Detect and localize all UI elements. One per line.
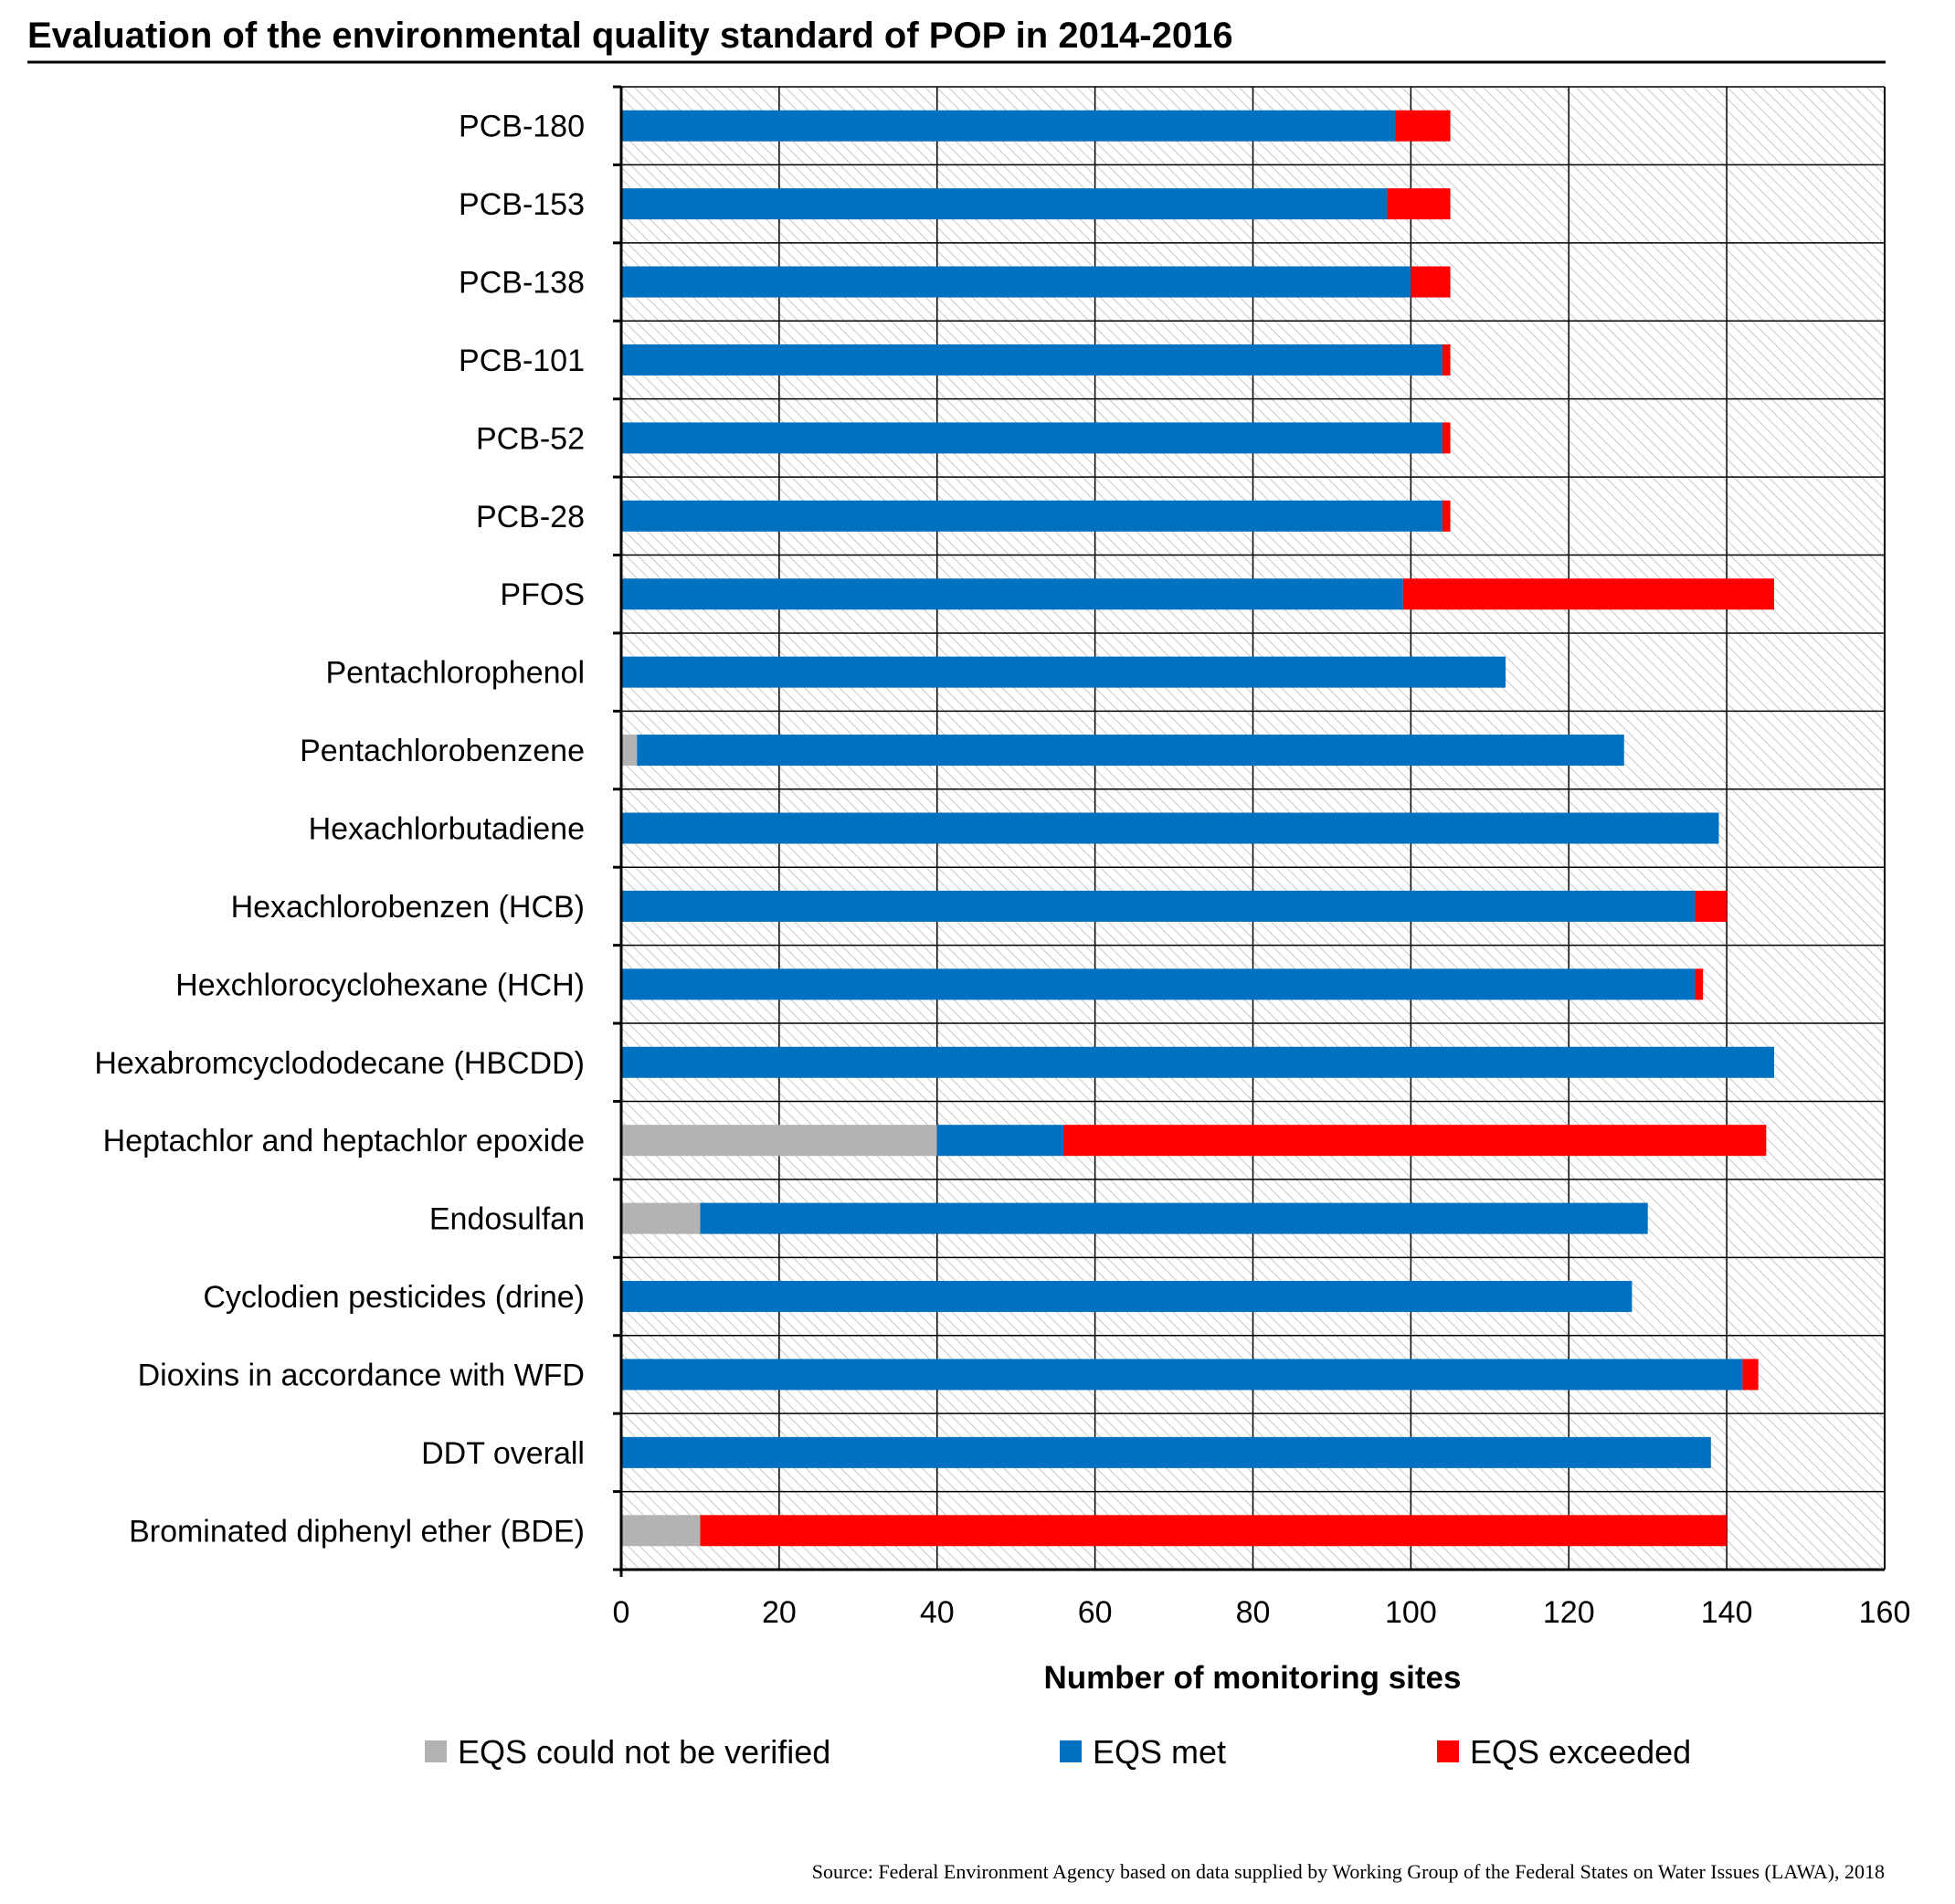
legend-label-eqs-exceeded: EQS exceeded (1470, 1733, 1691, 1771)
bar-hexchlorocyclohexane-hch-eqs-met (621, 968, 1696, 1000)
legend-swatch-eqs-met (1060, 1740, 1082, 1762)
category-label-pcb-101: PCB-101 (459, 344, 585, 378)
legend-label-eqs-could-not-be-verified: EQS could not be verified (458, 1733, 830, 1771)
bar-pcb-180-eqs-met (621, 110, 1396, 142)
bar-pcb-28-eqs-exceeded (1442, 500, 1451, 532)
x-tick-label-140: 140 (1701, 1595, 1753, 1630)
category-label-pcb-52: PCB-52 (476, 421, 585, 456)
legend-label-eqs-met: EQS met (1093, 1733, 1226, 1771)
bar-pentachlorobenzene-eqs-met (637, 735, 1624, 767)
category-label-pcb-153: PCB-153 (459, 187, 585, 222)
bar-pcb-138-eqs-exceeded (1411, 266, 1451, 298)
legend: EQS could not be verified EQS met EQS exce… (425, 1733, 1691, 1771)
source-note: Source: Federal Environment Agency based… (812, 1860, 1885, 1883)
bar-pcb-52-eqs-met (621, 422, 1442, 454)
x-tick-label-60: 60 (1078, 1595, 1113, 1630)
bar-dioxins-in-accordance-with-wfd-eqs-exceeded (1742, 1359, 1759, 1391)
bar-endosulfan-eqs-met (700, 1202, 1648, 1234)
x-tick-label-0: 0 (613, 1595, 630, 1630)
category-label-endosulfan: Endosulfan (429, 1202, 585, 1237)
bar-cyclodien-pesticides-drine-eqs-met (621, 1281, 1633, 1313)
category-label-heptachlor-and-heptachlor-epoxide: Heptachlor and heptachlor epoxide (103, 1124, 585, 1158)
bar-pcb-138-eqs-met (621, 266, 1411, 298)
bar-ddt-overall-eqs-met (621, 1436, 1711, 1468)
category-label-cyclodien-pesticides-drine: Cyclodien pesticides (drine) (203, 1280, 585, 1315)
category-label-pentachlorobenzene: Pentachlorobenzene (300, 734, 585, 768)
bar-pcb-52-eqs-exceeded (1442, 422, 1451, 454)
category-label-hexachlorbutadiene: Hexachlorbutadiene (309, 812, 585, 847)
axes (613, 85, 1886, 1577)
chart-title: Evaluation of the environmental quality … (27, 16, 1233, 56)
bar-dioxins-in-accordance-with-wfd-eqs-met (621, 1359, 1743, 1391)
bar-hexachlorobenzen-hcb-eqs-met (621, 890, 1696, 922)
x-tick-label-20: 20 (762, 1595, 797, 1630)
legend-swatch-eqs-could-not-be-verified (425, 1740, 447, 1762)
bar-pcb-153-eqs-met (621, 188, 1388, 220)
category-label-dioxins-in-accordance-with-wfd: Dioxins in accordance with WFD (138, 1358, 585, 1392)
x-tick-labels: 0 20 40 60 80 100 120 140 160 (613, 1595, 1911, 1630)
bar-hexchlorocyclohexane-hch-eqs-exceeded (1695, 968, 1704, 1000)
bar-heptachlor-and-heptachlor-epoxide-eqs-could-not-be-verified (621, 1125, 937, 1157)
bar-brominated-diphenyl-ether-bde-eqs-could-not-be-verified (621, 1515, 701, 1547)
bar-brominated-diphenyl-ether-bde-eqs-exceeded (700, 1515, 1728, 1547)
x-tick-label-80: 80 (1236, 1595, 1271, 1630)
bar-hexabromcyclododecane-hbcdd-eqs-met (621, 1046, 1774, 1078)
legend-swatch-eqs-exceeded (1437, 1740, 1459, 1762)
category-label-pcb-180: PCB-180 (459, 110, 585, 144)
category-label-hexabromcyclododecane-hbcdd: Hexabromcyclododecane (HBCDD) (94, 1046, 585, 1081)
category-label-ddt-overall: DDT overall (421, 1436, 585, 1471)
bar-pcb-180-eqs-exceeded (1395, 110, 1451, 142)
bars (621, 110, 1774, 1547)
bar-pcb-153-eqs-exceeded (1387, 188, 1451, 220)
x-tick-label-100: 100 (1385, 1595, 1437, 1630)
bar-hexachlorbutadiene-eqs-met (621, 812, 1719, 844)
bar-hexachlorobenzen-hcb-eqs-exceeded (1695, 890, 1728, 922)
bar-pentachlorobenzene-eqs-could-not-be-verified (621, 735, 638, 767)
x-tick-label-40: 40 (920, 1595, 955, 1630)
category-label-pcb-138: PCB-138 (459, 266, 585, 301)
bar-endosulfan-eqs-could-not-be-verified (621, 1202, 701, 1234)
category-labels: PCB-180 PCB-153 PCB-138 PCB-101 PCB-52 PCB-28… (94, 110, 585, 1550)
x-axis-title: Number of monitoring sites (1044, 1660, 1462, 1696)
bar-pentachlorophenol-eqs-met (621, 656, 1506, 688)
category-label-brominated-diphenyl-ether-bde: Brominated diphenyl ether (BDE) (129, 1514, 585, 1549)
bar-pcb-101-eqs-exceeded (1442, 344, 1451, 376)
bar-heptachlor-and-heptachlor-epoxide-eqs-exceeded (1063, 1125, 1767, 1157)
x-tick-label-160: 160 (1859, 1595, 1911, 1630)
category-label-hexchlorocyclohexane-hch: Hexchlorocyclohexane (HCH) (175, 968, 585, 1002)
category-label-pentachlorophenol: Pentachlorophenol (325, 656, 585, 691)
category-label-pcb-28: PCB-28 (476, 500, 585, 534)
bar-pcb-28-eqs-met (621, 500, 1442, 532)
bar-heptachlor-and-heptachlor-epoxide-eqs-met (936, 1125, 1064, 1157)
bar-pfos-eqs-exceeded (1402, 578, 1774, 610)
bar-pfos-eqs-met (621, 578, 1403, 610)
bar-pcb-101-eqs-met (621, 344, 1442, 376)
category-label-pfos: PFOS (500, 577, 585, 612)
x-tick-label-120: 120 (1543, 1595, 1595, 1630)
category-label-hexachlorobenzen-hcb: Hexachlorobenzen (HCB) (231, 890, 585, 925)
